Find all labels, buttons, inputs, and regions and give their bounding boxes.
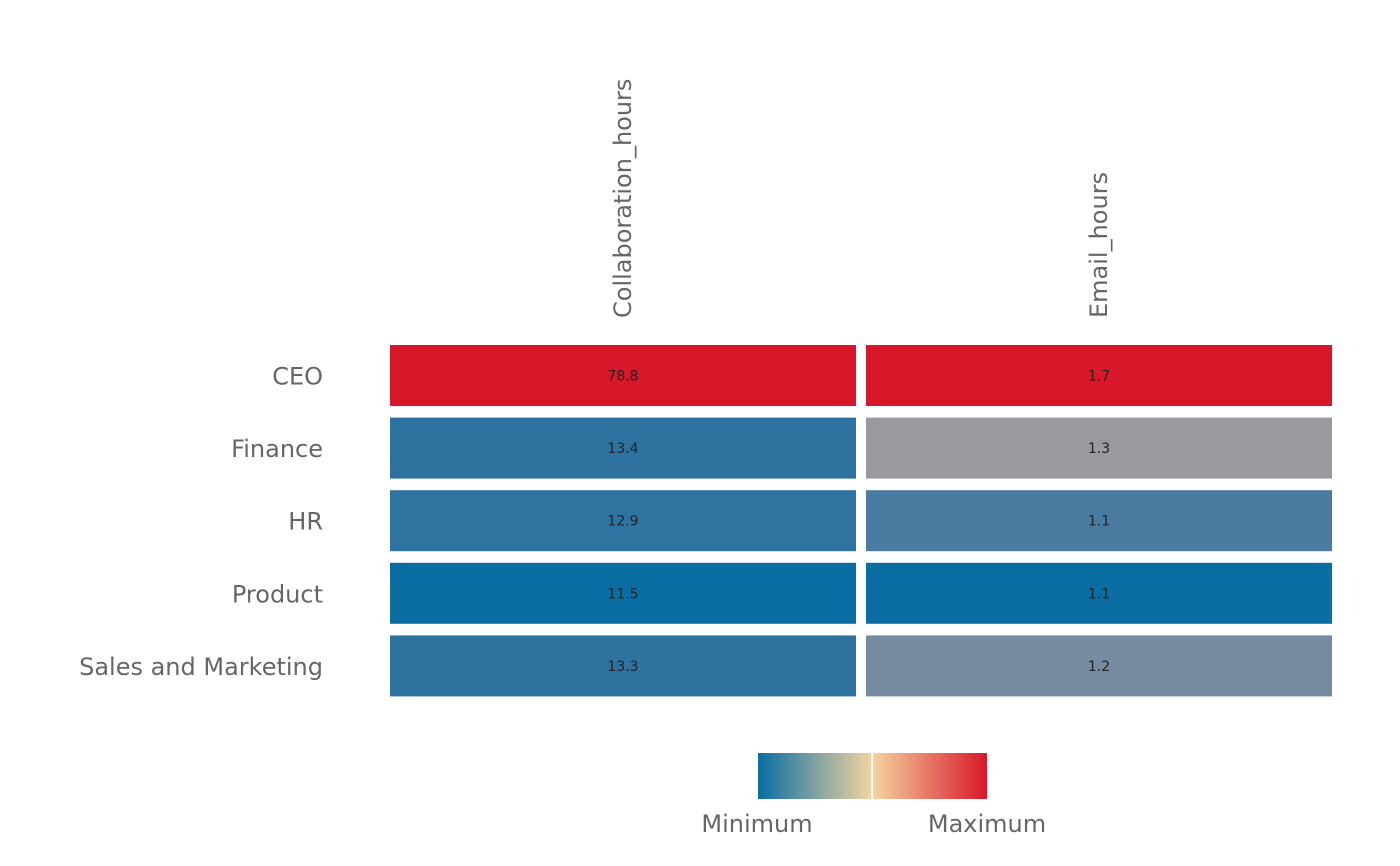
cell-value-label: 11.5 [607, 586, 638, 602]
heatmap-cell-ceo-collaboration-hours [390, 345, 856, 406]
heatmap-cell-product-collaboration-hours [390, 562, 856, 624]
column-labels: Collaboration_hours Email_hours [609, 79, 1113, 318]
column-label-email-hours: Email_hours [1085, 172, 1113, 318]
row-label-ceo: CEO [272, 363, 323, 391]
row-label-hr: HR [288, 508, 323, 536]
column-label-collaboration-hours: Collaboration_hours [609, 79, 637, 318]
cell-value-label: 1.1 [1088, 514, 1110, 530]
heatmap-cell-hr-email-hours [866, 490, 1332, 552]
cell-value-label: 12.9 [607, 514, 638, 530]
row-label-finance: Finance [231, 435, 323, 463]
cell-value-label: 1.7 [1088, 369, 1110, 385]
color-legend: Minimum Maximum [701, 753, 1046, 838]
cell-value-label: 13.4 [607, 441, 638, 457]
legend-label-minimum: Minimum [701, 810, 812, 838]
cell-value-label: 1.3 [1088, 441, 1110, 457]
row-label-product: Product [232, 580, 323, 608]
heatmap-cell-finance-email-hours [866, 417, 1332, 479]
legend-label-maximum: Maximum [928, 810, 1046, 838]
cell-value-label: 1.1 [1088, 586, 1110, 602]
heatmap-cells: 78.8 1.7 13.4 1.3 12.9 1.1 11.5 1.1 13.3 1.2 [390, 345, 1332, 697]
heatmap-cell-sales-and-marketing-collaboration-hours [390, 635, 856, 697]
cell-value-label: 1.2 [1088, 659, 1110, 675]
heatmap-cell-hr-collaboration-hours [390, 490, 856, 552]
cell-value-label: 13.3 [607, 659, 638, 675]
heatmap-cell-ceo-email-hours [866, 345, 1332, 406]
heatmap-cell-sales-and-marketing-email-hours [866, 635, 1332, 697]
row-labels: CEO Finance HR Product Sales and Marketing [79, 363, 323, 681]
heatmap-cell-product-email-hours [866, 562, 1332, 624]
row-label-sales-and-marketing: Sales and Marketing [79, 653, 323, 681]
cell-value-label: 78.8 [607, 369, 638, 385]
heatmap-cell-finance-collaboration-hours [390, 417, 856, 479]
